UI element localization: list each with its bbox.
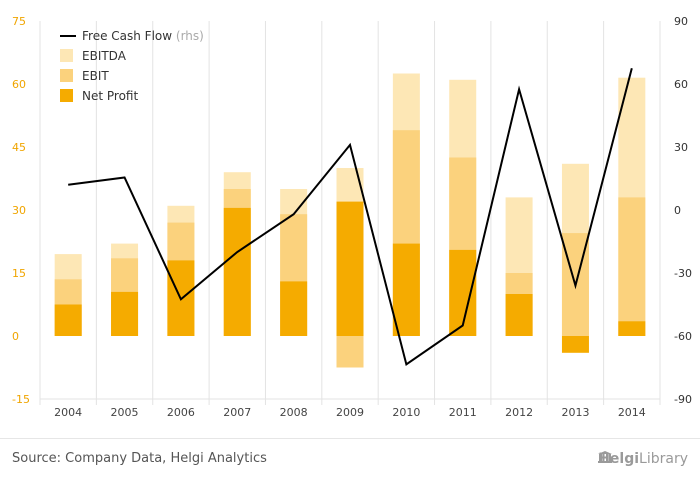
brand-logo: HelgiLibrary — [598, 451, 688, 467]
legend-label-ebitda: EBITDA — [82, 49, 127, 63]
y-right-tick-label: 30 — [674, 141, 688, 154]
line-layer — [68, 67, 633, 366]
y-left-tick-label: -15 — [12, 393, 30, 406]
legend-swatch-net — [60, 89, 73, 102]
legend-swatch-ebit — [60, 69, 73, 82]
footer: Source: Company Data, Helgi Analytics He… — [0, 438, 700, 484]
y-right-tick-label: 90 — [674, 15, 688, 28]
chart-svg: -15 0 15 30 45 60 75 -90 -60 -30 0 30 60 90 2004 2005 20… — [12, 15, 692, 419]
legend-fcf-text: Free Cash Flow — [82, 29, 172, 43]
y-left-tick-label: 15 — [12, 267, 26, 280]
bar-net-profit-2014 — [618, 321, 646, 336]
x-tick-label: 2006 — [167, 406, 195, 419]
y-left-tick-label: 30 — [12, 204, 26, 217]
x-tick-label: 2007 — [223, 406, 251, 419]
bar-ebit-2009 — [336, 336, 364, 368]
grid-layer — [39, 21, 661, 405]
bar-net-profit-2005 — [111, 291, 139, 336]
y-left-tick-label: 45 — [12, 141, 26, 154]
legend-fcf-suffix: (rhs) — [176, 29, 204, 43]
x-tick-label: 2004 — [54, 406, 82, 419]
x-tick-label: 2008 — [280, 406, 308, 419]
bar-net-profit-2010 — [392, 243, 420, 336]
x-tick-label: 2011 — [449, 406, 477, 419]
y-left-tick-label: 0 — [12, 330, 19, 343]
library-icon — [598, 451, 613, 463]
x-tick-label: 2010 — [392, 406, 420, 419]
y-right-tick-label: 60 — [674, 78, 688, 91]
bar-net-profit-2008 — [280, 281, 308, 336]
bar-net-profit-2012 — [505, 294, 533, 336]
legend: Free Cash Flow (rhs) EBITDA EBIT Net Pro… — [60, 29, 204, 103]
y-right-tick-label: -90 — [674, 393, 692, 406]
legend-label-fcf: Free Cash Flow (rhs) — [82, 29, 204, 43]
x-tick-label: 2005 — [111, 406, 139, 419]
y-right-tick-label: 0 — [674, 204, 681, 217]
bar-ebit-2014 — [618, 197, 646, 336]
legend-swatch-ebitda — [60, 49, 73, 62]
y-right-tick-label: -60 — [674, 330, 692, 343]
y-left-tick-label: 60 — [12, 78, 26, 91]
x-tick-label: 2012 — [505, 406, 533, 419]
y-right-tick-label: -30 — [674, 267, 692, 280]
legend-label-net: Net Profit — [82, 89, 138, 103]
x-tick-label: 2013 — [561, 406, 589, 419]
legend-label-ebit: EBIT — [82, 69, 109, 83]
source-note: Source: Company Data, Helgi Analytics — [12, 451, 267, 466]
line-free-cash-flow — [68, 67, 633, 366]
bar-net-profit-2009 — [336, 201, 364, 336]
x-tick-label: 2009 — [336, 406, 364, 419]
brand-library: Library — [639, 451, 688, 467]
axis-layer: -15 0 15 30 45 60 75 -90 -60 -30 0 30 60 90 2004 2005 20… — [12, 15, 692, 419]
x-tick-label: 2014 — [618, 406, 646, 419]
bar-net-profit-2007 — [223, 207, 251, 336]
y-left-tick-label: 75 — [12, 15, 26, 28]
bar-net-profit-2013 — [561, 336, 589, 353]
bar-net-profit-2004 — [54, 304, 82, 336]
brand-helgi: Helgi — [598, 451, 640, 467]
